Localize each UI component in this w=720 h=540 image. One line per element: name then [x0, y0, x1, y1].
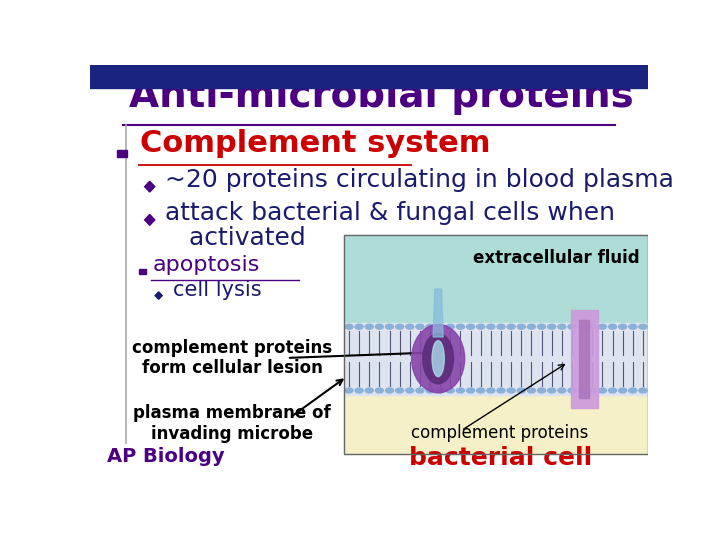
Bar: [138, 268, 146, 274]
Ellipse shape: [385, 388, 394, 393]
Ellipse shape: [477, 325, 485, 329]
Ellipse shape: [467, 325, 474, 329]
Ellipse shape: [467, 388, 474, 393]
Ellipse shape: [477, 388, 485, 393]
Ellipse shape: [345, 325, 353, 329]
Ellipse shape: [618, 388, 626, 393]
Ellipse shape: [548, 325, 556, 329]
Ellipse shape: [558, 388, 566, 393]
Ellipse shape: [538, 388, 546, 393]
Text: AP Biology: AP Biology: [107, 447, 225, 466]
Ellipse shape: [598, 325, 606, 329]
Ellipse shape: [395, 325, 404, 329]
Ellipse shape: [365, 388, 373, 393]
Ellipse shape: [456, 325, 464, 329]
Bar: [117, 150, 127, 157]
Text: plasma membrane of
invading microbe: plasma membrane of invading microbe: [133, 404, 331, 443]
Bar: [344, 395, 648, 454]
Ellipse shape: [629, 325, 636, 329]
Ellipse shape: [423, 333, 454, 384]
Ellipse shape: [517, 388, 526, 393]
Ellipse shape: [639, 388, 647, 393]
Ellipse shape: [426, 325, 434, 329]
Bar: [344, 235, 648, 454]
Ellipse shape: [568, 325, 576, 329]
Text: attack bacterial & fungal cells when: attack bacterial & fungal cells when: [166, 201, 616, 225]
Ellipse shape: [538, 325, 546, 329]
Ellipse shape: [426, 388, 434, 393]
Text: activated: activated: [166, 226, 306, 250]
Ellipse shape: [487, 325, 495, 329]
Ellipse shape: [412, 325, 464, 393]
Ellipse shape: [639, 325, 647, 329]
Ellipse shape: [528, 325, 536, 329]
Ellipse shape: [375, 325, 383, 329]
Text: ~20 proteins circulating in blood plasma: ~20 proteins circulating in blood plasma: [166, 167, 674, 192]
Text: bacterial cell: bacterial cell: [408, 446, 592, 470]
Ellipse shape: [487, 388, 495, 393]
Ellipse shape: [416, 325, 424, 329]
Ellipse shape: [406, 325, 414, 329]
Ellipse shape: [446, 325, 454, 329]
Ellipse shape: [578, 388, 586, 393]
Bar: [344, 322, 648, 395]
Ellipse shape: [365, 325, 373, 329]
Ellipse shape: [608, 388, 616, 393]
Polygon shape: [145, 181, 155, 192]
Ellipse shape: [497, 388, 505, 393]
Ellipse shape: [507, 388, 516, 393]
Ellipse shape: [375, 388, 383, 393]
Ellipse shape: [507, 325, 516, 329]
Ellipse shape: [406, 388, 414, 393]
Bar: [90, 65, 648, 87]
Ellipse shape: [385, 325, 394, 329]
Ellipse shape: [528, 388, 536, 393]
Bar: [344, 235, 648, 322]
Ellipse shape: [497, 325, 505, 329]
Ellipse shape: [416, 388, 424, 393]
Text: cell lysis: cell lysis: [173, 280, 261, 300]
Text: complement proteins: complement proteins: [411, 424, 589, 442]
Bar: [579, 320, 590, 398]
Bar: [571, 310, 598, 408]
Polygon shape: [433, 289, 444, 337]
Ellipse shape: [456, 388, 464, 393]
Ellipse shape: [345, 388, 353, 393]
Ellipse shape: [355, 325, 363, 329]
Ellipse shape: [588, 325, 596, 329]
Ellipse shape: [608, 325, 616, 329]
Polygon shape: [155, 292, 162, 299]
Ellipse shape: [436, 388, 444, 393]
Ellipse shape: [548, 388, 556, 393]
Ellipse shape: [618, 325, 626, 329]
Ellipse shape: [629, 388, 636, 393]
Ellipse shape: [517, 325, 526, 329]
Text: Complement system: Complement system: [140, 130, 491, 158]
Text: extracellular fluid: extracellular fluid: [473, 249, 639, 267]
Ellipse shape: [436, 325, 444, 329]
Text: apoptosis: apoptosis: [153, 255, 260, 275]
Ellipse shape: [432, 341, 444, 376]
Ellipse shape: [578, 325, 586, 329]
Ellipse shape: [568, 388, 576, 393]
Text: Anti-microbial proteins: Anti-microbial proteins: [129, 77, 634, 114]
Ellipse shape: [588, 388, 596, 393]
Ellipse shape: [558, 325, 566, 329]
Ellipse shape: [395, 388, 404, 393]
Text: complement proteins
form cellular lesion: complement proteins form cellular lesion: [132, 339, 333, 377]
Ellipse shape: [355, 388, 363, 393]
Polygon shape: [145, 214, 155, 225]
Ellipse shape: [598, 388, 606, 393]
Ellipse shape: [446, 388, 454, 393]
